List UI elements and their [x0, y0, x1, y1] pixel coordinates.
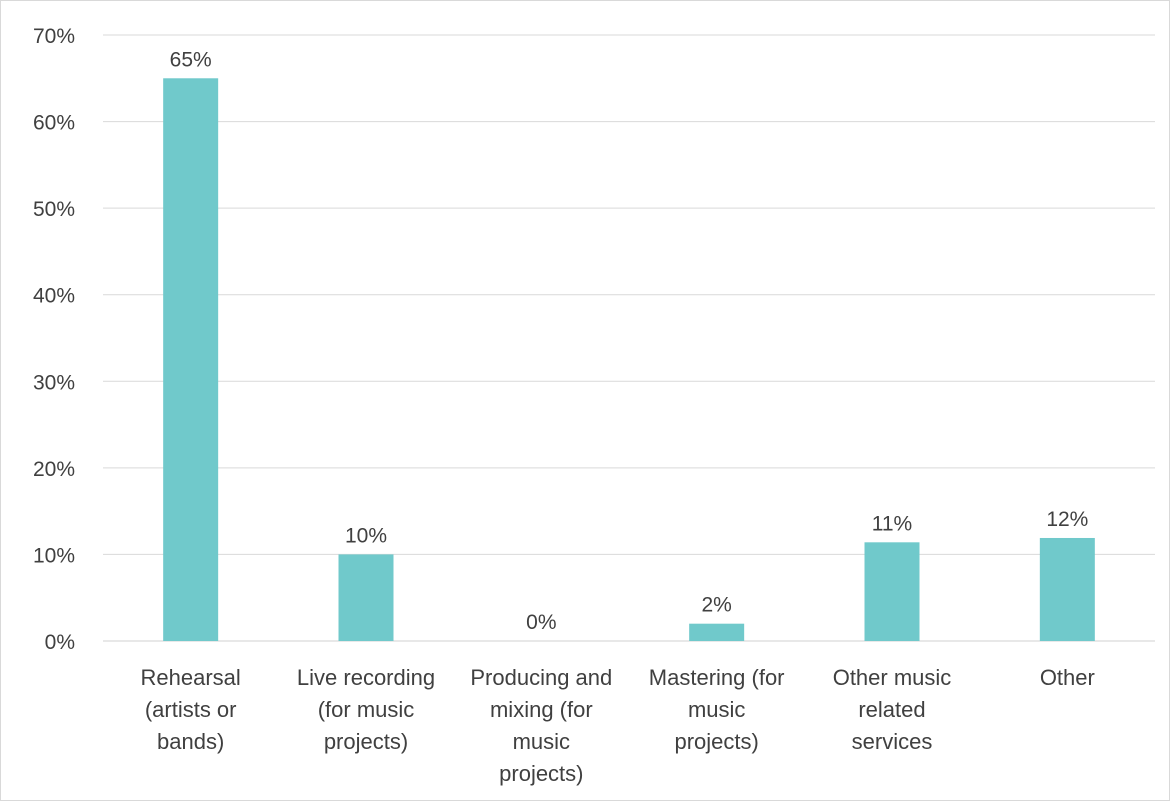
data-label: 11% [872, 512, 912, 535]
bars [163, 78, 1095, 642]
category-label-line: Producing and [470, 665, 612, 690]
gridlines [103, 34, 1155, 642]
bar [864, 542, 920, 641]
category-label-line: projects) [674, 729, 758, 754]
category-label-line: projects) [324, 729, 408, 754]
y-tick-label: 0% [45, 631, 75, 654]
category-label-line: Mastering (for [649, 665, 785, 690]
y-tick-label: 60% [33, 112, 75, 135]
category-label-line: (for music [318, 697, 415, 722]
category-label-line: mixing (for [490, 697, 593, 722]
data-label: 65% [170, 48, 212, 71]
category-label-line: services [852, 729, 933, 754]
bar [163, 78, 219, 642]
bar [338, 554, 394, 641]
y-tick-label: 10% [33, 544, 75, 567]
category-label: Other music related services [833, 665, 952, 754]
data-labels: 65% 10% 0% 2% 11% 12% [170, 48, 1089, 634]
data-label: 2% [701, 594, 731, 617]
category-label: Rehearsal (artists or bands) [141, 665, 241, 754]
y-tick-label: 50% [33, 198, 75, 221]
category-labels: Rehearsal (artists or bands) Live recording… [141, 665, 1095, 786]
category-label-line: Live recording [297, 665, 435, 690]
data-label: 10% [345, 524, 387, 547]
category-label-line: related [858, 697, 925, 722]
bar [1039, 537, 1095, 641]
y-axis-ticks: 0% 10% 20% 30% 40% 50% 60% 70% [33, 25, 75, 654]
category-label-line: projects) [499, 761, 583, 786]
category-label: Other [1040, 665, 1095, 690]
data-label: 12% [1046, 508, 1088, 531]
bar [689, 623, 745, 641]
category-label-line: music [513, 729, 570, 754]
y-tick-label: 20% [33, 458, 75, 481]
data-label: 0% [526, 611, 556, 634]
category-label-line: music [688, 697, 745, 722]
y-tick-label: 70% [33, 25, 75, 48]
category-label: Producing and mixing (for music projects) [470, 665, 612, 786]
category-label-line: bands) [157, 729, 224, 754]
category-label-line: Other music [833, 665, 952, 690]
y-tick-label: 30% [33, 371, 75, 394]
category-label: Mastering (for music projects) [649, 665, 785, 754]
category-label-line: Other [1040, 665, 1095, 690]
category-label-line: Rehearsal [141, 665, 241, 690]
category-label-line: (artists or [145, 697, 237, 722]
y-tick-label: 40% [33, 285, 75, 308]
category-label: Live recording (for music projects) [297, 665, 435, 754]
